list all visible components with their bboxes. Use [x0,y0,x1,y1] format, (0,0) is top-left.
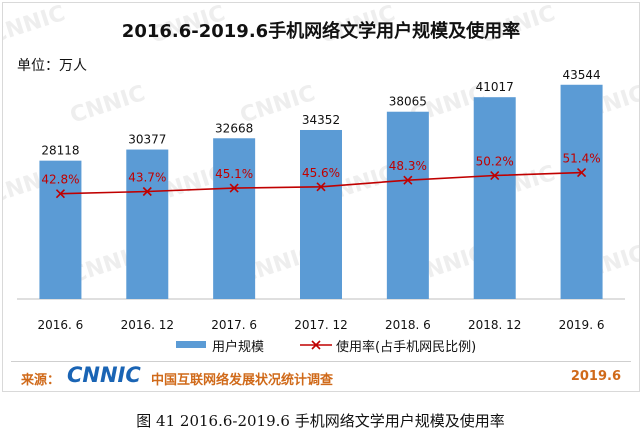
rate-point [55,189,65,199]
x-tick-label: 2018. 12 [468,318,521,332]
source-org: 中国互联网络发展状况统计调查 [151,373,334,388]
bar-value-label: 30377 [128,133,166,147]
legend: 用户规模 使用率(占手机网民比例) [3,335,639,355]
legend-bar-label: 用户规模 [212,340,265,355]
rate-point [229,183,239,193]
plot-area: 28118 2016. 6 30377 2016. 12 32668 2017. 6 343… [17,68,625,332]
bar-value-label: 34352 [302,113,340,127]
x-tick-label: 2017. 6 [211,318,257,332]
rate-value-label: 48.3% [389,159,427,173]
bar [386,111,429,299]
chart-title: 2016.6-2019.6手机网络文学用户规模及使用率 [121,21,521,42]
rate-value-label: 51.4% [563,152,601,166]
rate-point [403,175,413,185]
bar [560,84,603,299]
rate-point [142,186,152,197]
bar-value-label: 38065 [389,95,427,109]
rate-value-label: 42.8% [41,173,79,187]
rate-point [577,167,587,178]
rate-value-label: 43.7% [128,170,166,184]
bar-value-label: 43544 [562,68,600,82]
rate-value-label: 45.1% [215,167,253,181]
rate-value-label: 50.2% [476,155,514,169]
rate-point [316,182,326,192]
x-tick-label: 2016. 6 [38,318,84,332]
cnnic-logo: CNNIC [67,363,141,385]
source-label: 来源： [21,373,61,388]
legend-line-label: 使用率(占手机网民比例) [336,340,477,355]
bar [473,97,516,300]
bar-value-label: 41017 [476,80,514,94]
bar [39,160,82,299]
legend-bar-swatch [176,341,206,348]
footer-divider [11,361,631,362]
source-date: 2019.6 [570,369,621,384]
bar [126,149,169,299]
unit-label: 单位：万人 [17,58,87,74]
bar [213,138,256,299]
chart-frame: CNNIC CNNIC CNNIC CNNIC CNNIC CNNIC CNNIC CNNIC… [2,2,640,392]
rate-point [490,170,500,181]
bar-value-label: 32668 [215,121,253,135]
bar [300,129,342,299]
x-tick-label: 2017. 12 [294,318,347,332]
x-tick-label: 2019. 6 [559,318,605,332]
x-tick-label: 2018. 6 [385,318,431,332]
legend-line-swatch [300,340,332,350]
cnnic-logo-text: CNNIC [67,363,141,385]
x-tick-label: 2016. 12 [121,318,174,332]
rate-value-label: 45.6% [302,166,340,180]
bar-value-label: 28118 [41,144,79,158]
figure-caption: 图 41 2016.6-2019.6 手机网络文学用户规模及使用率 [136,412,505,430]
